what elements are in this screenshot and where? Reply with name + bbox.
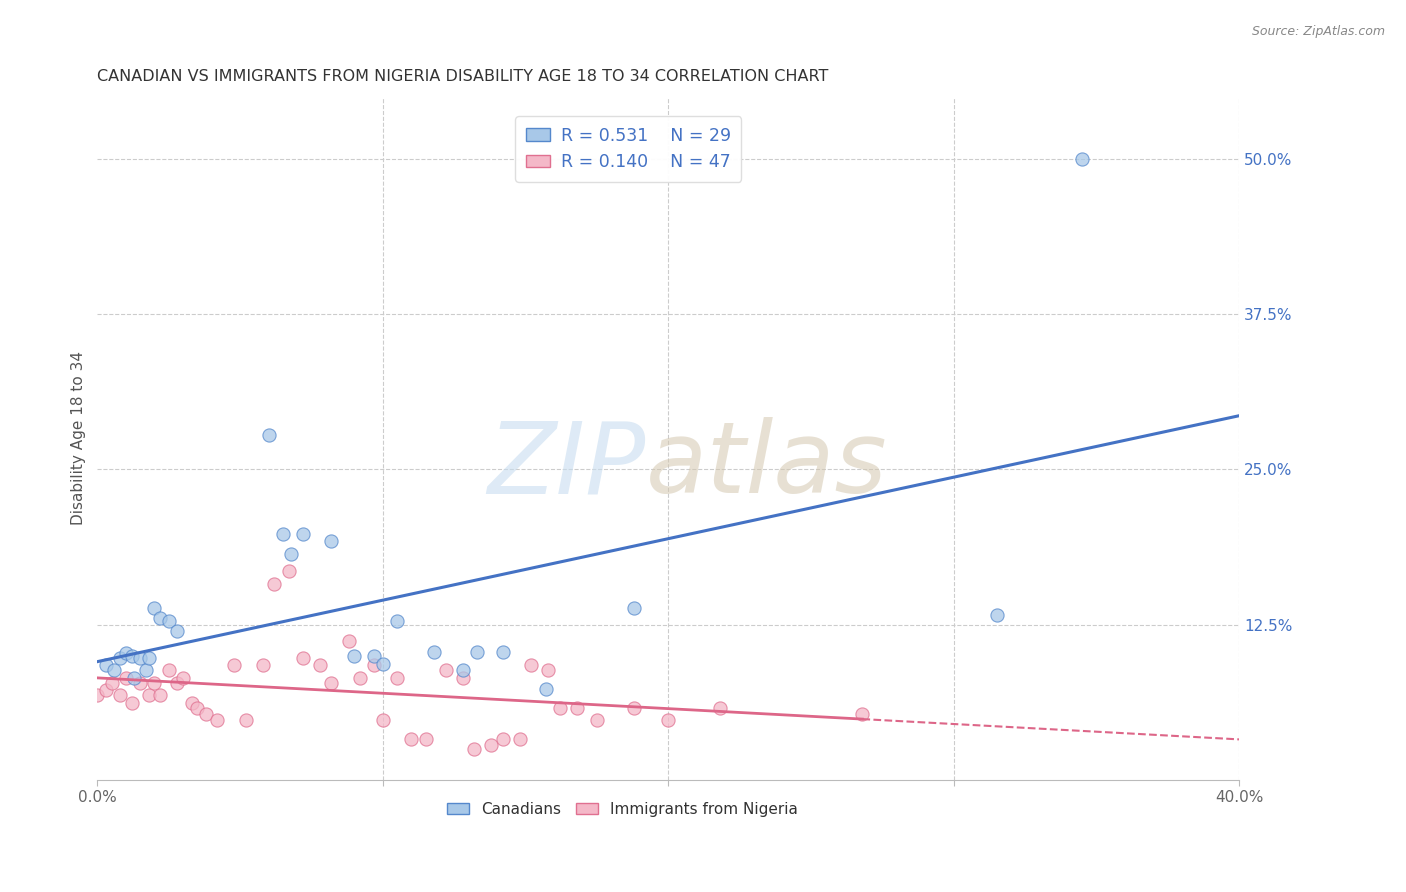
Point xyxy=(363,658,385,673)
Point xyxy=(349,671,371,685)
Point xyxy=(180,696,202,710)
Point xyxy=(321,676,343,690)
Point xyxy=(143,601,166,615)
Point xyxy=(172,671,194,685)
Text: CANADIAN VS IMMIGRANTS FROM NIGERIA DISABILITY AGE 18 TO 34 CORRELATION CHART: CANADIAN VS IMMIGRANTS FROM NIGERIA DISA… xyxy=(97,69,828,84)
Point xyxy=(108,651,131,665)
Point xyxy=(277,564,299,578)
Point xyxy=(94,683,117,698)
Point xyxy=(138,688,160,702)
Point xyxy=(492,645,515,659)
Point xyxy=(207,713,229,727)
Point xyxy=(537,664,560,678)
Point xyxy=(263,576,285,591)
Point xyxy=(415,731,437,746)
Point xyxy=(451,664,474,678)
Point xyxy=(103,664,125,678)
Point xyxy=(423,645,446,659)
Text: ZIP: ZIP xyxy=(488,417,645,514)
Point xyxy=(291,651,314,665)
Point xyxy=(520,658,543,673)
Point xyxy=(100,676,122,690)
Point xyxy=(309,658,332,673)
Point xyxy=(115,671,138,685)
Point xyxy=(534,681,557,696)
Point xyxy=(709,700,731,714)
Point xyxy=(166,624,188,638)
Point xyxy=(548,700,571,714)
Point xyxy=(509,731,531,746)
Point xyxy=(235,713,257,727)
Point xyxy=(385,614,408,628)
Point xyxy=(252,658,274,673)
Point xyxy=(371,713,394,727)
Point xyxy=(135,664,157,678)
Point xyxy=(121,696,143,710)
Point xyxy=(986,607,1008,622)
Point xyxy=(565,700,588,714)
Text: Source: ZipAtlas.com: Source: ZipAtlas.com xyxy=(1251,25,1385,38)
Point xyxy=(463,741,485,756)
Point xyxy=(851,706,873,721)
Point xyxy=(115,646,138,660)
Point xyxy=(465,645,488,659)
Text: atlas: atlas xyxy=(645,417,887,514)
Point xyxy=(280,547,302,561)
Point xyxy=(434,664,457,678)
Point xyxy=(108,688,131,702)
Point xyxy=(271,527,294,541)
Point xyxy=(385,671,408,685)
Point xyxy=(657,713,679,727)
Point xyxy=(1071,153,1094,167)
Point xyxy=(149,688,172,702)
Legend: Canadians, Immigrants from Nigeria: Canadians, Immigrants from Nigeria xyxy=(441,796,804,823)
Point xyxy=(224,658,246,673)
Y-axis label: Disability Age 18 to 34: Disability Age 18 to 34 xyxy=(72,351,86,525)
Point xyxy=(337,633,360,648)
Point xyxy=(291,527,314,541)
Point xyxy=(124,671,146,685)
Point xyxy=(623,601,645,615)
Point xyxy=(138,651,160,665)
Point xyxy=(479,738,502,752)
Point xyxy=(586,713,609,727)
Point xyxy=(623,700,645,714)
Point xyxy=(401,731,423,746)
Point xyxy=(257,427,280,442)
Point xyxy=(121,648,143,663)
Point xyxy=(129,676,152,690)
Point xyxy=(194,706,217,721)
Point xyxy=(166,676,188,690)
Point xyxy=(149,611,172,625)
Point xyxy=(451,671,474,685)
Point xyxy=(321,534,343,549)
Point xyxy=(363,648,385,663)
Point xyxy=(371,657,394,672)
Point xyxy=(157,614,180,628)
Point xyxy=(86,688,108,702)
Point xyxy=(143,676,166,690)
Point xyxy=(492,731,515,746)
Point xyxy=(129,651,152,665)
Point xyxy=(94,658,117,673)
Point xyxy=(186,700,208,714)
Point xyxy=(157,664,180,678)
Point xyxy=(343,648,366,663)
